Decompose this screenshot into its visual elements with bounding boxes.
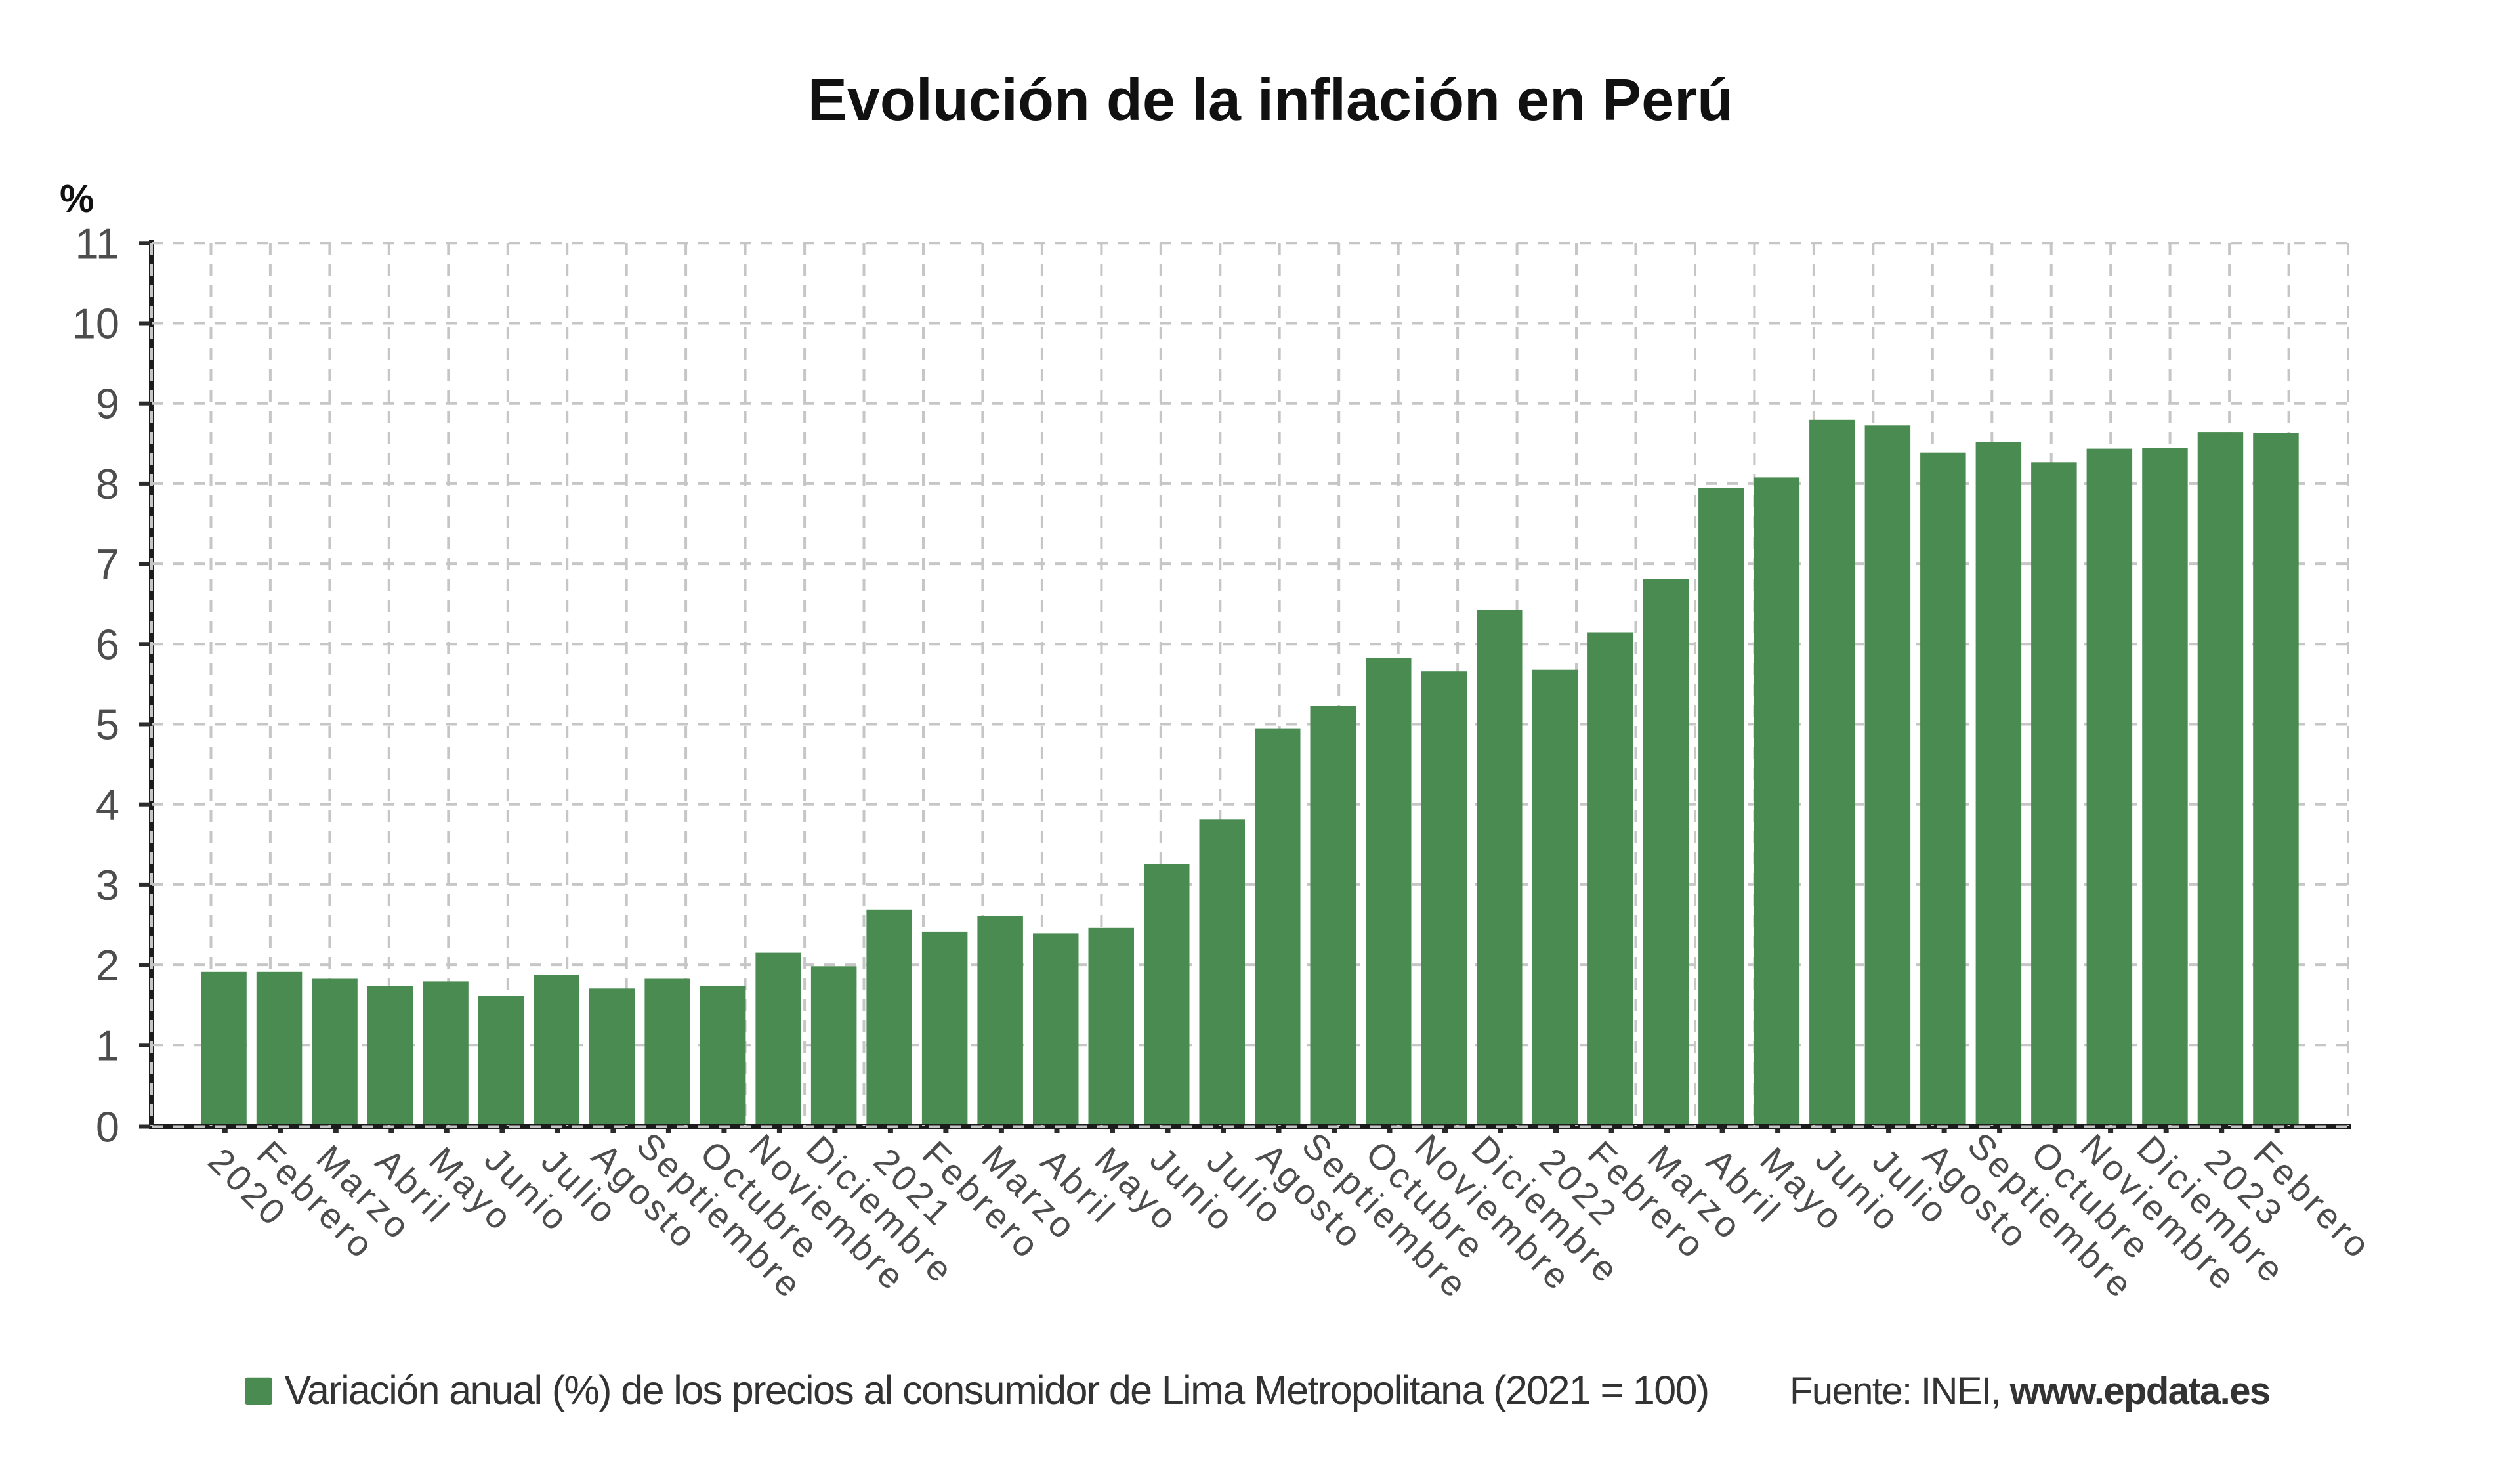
svg-text:11: 11 [75,219,119,267]
svg-text:6: 6 [96,620,119,668]
svg-text:1: 1 [96,1021,119,1069]
svg-text:%: % [60,177,94,221]
svg-text:8: 8 [96,460,119,508]
svg-text:Fuente: INEI, www.epdata.es: Fuente: INEI, www.epdata.es [1790,1370,2270,1412]
svg-text:2: 2 [96,941,119,989]
svg-text:9: 9 [96,380,119,428]
svg-text:7: 7 [96,540,119,588]
svg-text:0: 0 [96,1103,119,1151]
svg-text:10: 10 [72,300,119,348]
svg-text:Variación anual (%) de los pre: Variación anual (%) de los precios al co… [285,1368,1709,1412]
svg-text:3: 3 [96,861,119,909]
svg-text:4: 4 [96,781,119,829]
svg-text:5: 5 [96,701,119,749]
svg-text:Evolución de la inflación en P: Evolución de la inflación en Perú [808,68,1733,133]
